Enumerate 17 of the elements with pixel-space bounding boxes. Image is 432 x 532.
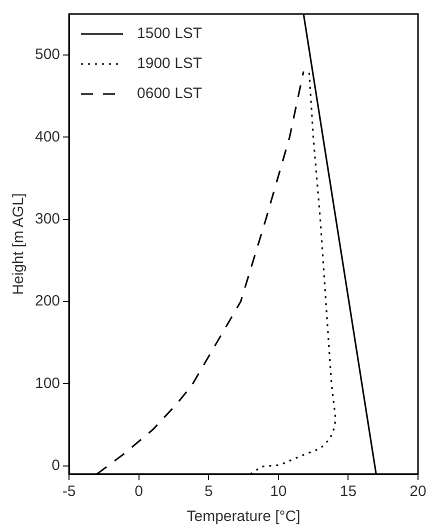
y-tick-label: 100	[34, 374, 60, 392]
x-tick-label: 5	[204, 483, 213, 500]
legend-label: 0600 LST	[137, 85, 202, 102]
x-axis-title: Temperature [°C]	[186, 508, 300, 526]
x-tick-label: 15	[340, 483, 357, 500]
y-axis-title: Height [m AGL]	[10, 193, 28, 295]
y-tick-label: 300	[34, 210, 60, 228]
y-tick-label: 200	[34, 292, 60, 310]
y-tick-label: 400	[34, 128, 60, 146]
y-tick-label: 0	[52, 456, 60, 474]
x-tick-label: 20	[410, 483, 426, 500]
legend-label: 1500 LST	[137, 25, 202, 42]
x-tick-label: 0	[134, 483, 143, 500]
y-tick-label: 500	[34, 46, 60, 64]
legend-label: 1900 LST	[137, 55, 202, 72]
x-tick-label: 10	[270, 483, 287, 500]
x-tick-label: -5	[62, 483, 76, 500]
